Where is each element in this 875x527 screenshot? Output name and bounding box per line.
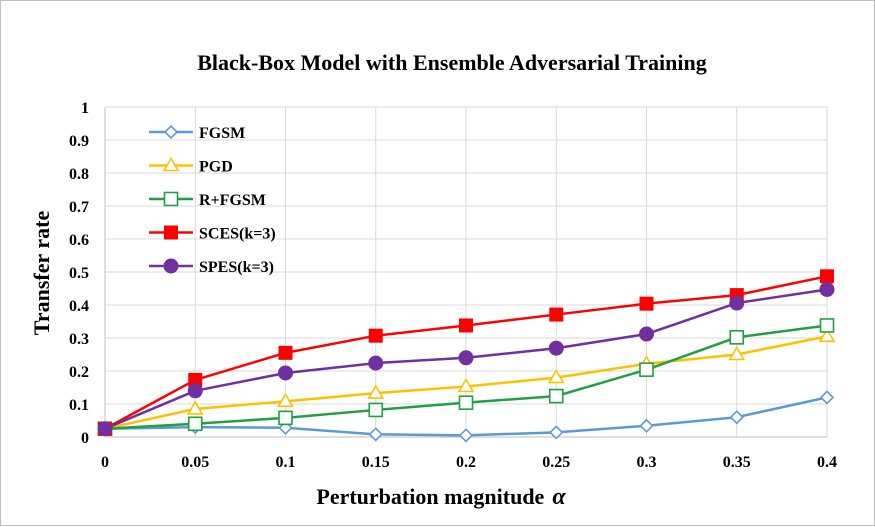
legend-label: SPES(k=3) [199, 259, 274, 276]
legend-entry-fgsm: FGSM [149, 124, 245, 142]
x-tick-label: 0.2 [456, 454, 476, 471]
y-axis-label: Transfer rate [29, 211, 54, 336]
data-point-r-fgsm [639, 362, 654, 377]
y-tick-label: 0.9 [69, 133, 89, 150]
data-point-spes-k-3 [819, 281, 835, 297]
data-point-fgsm [639, 418, 654, 433]
x-tick-label: 0.05 [181, 454, 209, 471]
data-point-sces-k-3 [368, 328, 383, 343]
y-tick-labels: 0 0.1 0.2 0.3 0.4 0.5 0.6 0.7 0.8 0.9 1 [69, 100, 89, 447]
data-point-r-fgsm [458, 395, 474, 410]
data-point-spes-k-3 [639, 326, 654, 342]
data-point-fgsm [368, 427, 383, 442]
data-point-pgd [367, 384, 385, 399]
series-group [96, 269, 836, 443]
data-point-r-fgsm [278, 410, 293, 426]
data-point-spes-k-3 [368, 355, 384, 371]
legend-marker [162, 156, 180, 172]
data-point-pgd [818, 327, 836, 343]
data-point-r-fgsm [729, 330, 745, 345]
legend-marker [164, 225, 178, 240]
y-tick-label: 0.1 [69, 397, 89, 414]
x-tick-label: 0 [101, 454, 109, 471]
data-point-pgd [277, 392, 294, 408]
data-point-r-fgsm [819, 318, 835, 333]
y-tick-label: 0.2 [69, 364, 89, 381]
data-point-spes-k-3 [278, 365, 293, 381]
x-axis-label: Perturbation magnitude α [316, 484, 566, 510]
y-tick-label: 0.7 [69, 199, 89, 216]
x-tick-label: 0.25 [542, 454, 570, 471]
legend-entry-r-fgsm: R+FGSM [149, 191, 266, 209]
y-tick-label: 1 [81, 100, 89, 117]
data-point-sces-k-3 [639, 296, 654, 311]
data-point-fgsm [549, 425, 564, 440]
x-axis-symbol: α [552, 484, 566, 510]
data-point-pgd [186, 400, 204, 415]
y-tick-label: 0.8 [69, 166, 89, 183]
y-tick-label: 0.5 [69, 265, 89, 282]
data-point-sces-k-3 [549, 307, 564, 322]
x-axis-label-text: Perturbation magnitude [316, 484, 544, 509]
data-point-r-fgsm [187, 416, 203, 432]
legend-label: R+FGSM [199, 192, 266, 209]
data-point-fgsm [819, 390, 835, 405]
x-tick-label: 0.35 [723, 454, 751, 471]
legend-marker [163, 191, 179, 207]
data-point-fgsm [729, 410, 744, 425]
data-point-sces-k-3 [278, 345, 293, 360]
legend-label: PGD [199, 159, 233, 176]
y-tick-label: 0.4 [69, 298, 89, 315]
legend-marker [163, 258, 179, 274]
series-r-fgsm [97, 318, 835, 437]
data-point-spes-k-3 [187, 383, 203, 399]
data-point-pgd [547, 369, 565, 384]
legend-label: SCES(k=3) [199, 226, 276, 243]
data-point-spes-k-3 [458, 350, 474, 366]
legend-marker [163, 124, 179, 140]
data-point-spes-k-3 [729, 295, 745, 311]
chart-title: Black-Box Model with Ensemble Adversaria… [197, 50, 707, 75]
legend: FGSM PGD R+FGSM SCES(k=3) SPES(k=3) [149, 124, 276, 276]
data-point-spes-k-3 [97, 421, 113, 437]
data-point-r-fgsm [548, 388, 564, 404]
x-tick-label: 0.15 [362, 454, 390, 471]
data-point-sces-k-3 [820, 269, 834, 284]
data-point-pgd [728, 345, 746, 361]
x-tick-label: 0.3 [637, 454, 657, 471]
series-spes-k-3 [97, 281, 835, 437]
legend-entry-pgd: PGD [149, 156, 233, 176]
y-tick-label: 0 [81, 430, 89, 447]
data-point-spes-k-3 [548, 340, 564, 356]
x-tick-labels: 0 0.05 0.1 0.15 0.2 0.25 0.3 0.35 0.4 [101, 454, 837, 471]
data-point-sces-k-3 [459, 318, 473, 333]
data-point-fgsm [458, 428, 474, 443]
data-point-pgd [457, 377, 475, 393]
y-tick-label: 0.6 [69, 232, 89, 249]
legend-label: FGSM [199, 125, 245, 142]
legend-entry-sces-k-3: SCES(k=3) [149, 225, 276, 243]
x-tick-label: 0.1 [276, 454, 296, 471]
data-point-r-fgsm [368, 402, 384, 418]
legend-entry-spes-k-3: SPES(k=3) [149, 258, 274, 276]
y-tick-label: 0.3 [69, 331, 89, 348]
x-tick-label: 0.4 [817, 454, 837, 471]
